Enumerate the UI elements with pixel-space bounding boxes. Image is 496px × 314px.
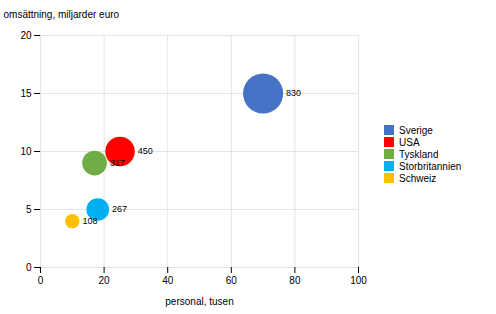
svg-text:830: 830 bbox=[286, 88, 301, 98]
html-text:Schweiz: Schweiz bbox=[399, 172, 437, 184]
svg-text:20: 20 bbox=[99, 275, 111, 286]
svg-text:omsättning, miljarder euro: omsättning, miljarder euro bbox=[4, 9, 120, 20]
svg-text:0: 0 bbox=[26, 262, 32, 273]
html-text:Storbritannien: Storbritannien bbox=[399, 160, 462, 172]
svg-text:108: 108 bbox=[83, 216, 98, 226]
html-text:Tyskland: Tyskland bbox=[399, 148, 439, 160]
svg-text:personal, tusen: personal, tusen bbox=[165, 296, 233, 307]
html-text:Sverige: Sverige bbox=[399, 124, 433, 136]
svg-text:450: 450 bbox=[138, 146, 153, 156]
svg-text:267: 267 bbox=[112, 204, 127, 214]
svg-text:15: 15 bbox=[20, 88, 32, 99]
svg-text:100: 100 bbox=[350, 275, 367, 286]
svg-text:40: 40 bbox=[162, 275, 174, 286]
svg-text:80: 80 bbox=[289, 275, 301, 286]
svg-text:60: 60 bbox=[226, 275, 238, 286]
svg-text:20: 20 bbox=[20, 30, 32, 41]
html-text:USA: USA bbox=[399, 136, 420, 148]
svg-text:317: 317 bbox=[110, 158, 125, 168]
svg-text:5: 5 bbox=[26, 204, 32, 215]
svg-text:10: 10 bbox=[20, 146, 32, 157]
svg-text:0: 0 bbox=[38, 275, 44, 286]
